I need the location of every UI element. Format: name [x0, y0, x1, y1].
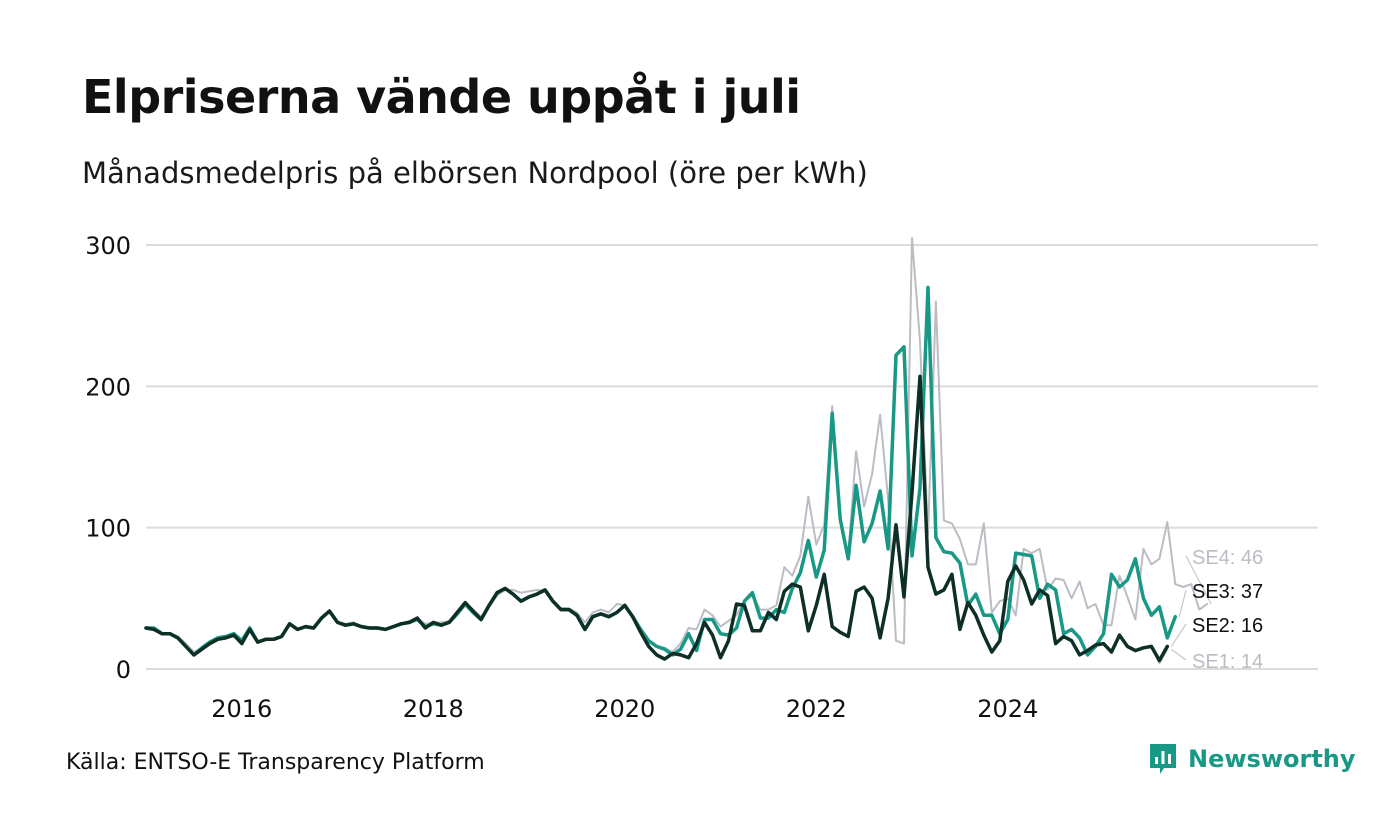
- leader-line: [1178, 589, 1187, 617]
- series-line-se4: [145, 236, 1209, 653]
- end-label-se4: SE4: 46: [1192, 547, 1263, 569]
- end-label-se1: SE1: 14: [1192, 651, 1263, 673]
- x-axis-ticks: 2016 2018 2020 2022 2024: [211, 695, 1038, 723]
- leader-line: [1170, 623, 1187, 647]
- x-tick-label: 2022: [786, 695, 847, 723]
- source-note: Källa: ENTSO-E Transparency Platform: [66, 750, 485, 775]
- chart-title: Elpriserna vände uppåt i juli: [82, 70, 801, 124]
- y-tick-label: 200: [85, 373, 131, 401]
- leader-line: [1170, 648, 1187, 661]
- end-label-se3: SE3: 37: [1192, 581, 1263, 603]
- end-label-se2: SE2: 16: [1192, 615, 1263, 637]
- gridlines: [146, 244, 1318, 670]
- y-tick-label: 100: [85, 515, 131, 543]
- series-line-se2: [144, 374, 1170, 663]
- y-tick-label: 0: [116, 656, 131, 684]
- y-tick-label: 300: [85, 232, 131, 260]
- series-line-se1: [145, 375, 1169, 665]
- y-axis-ticks: 0 100 200 300: [85, 232, 131, 684]
- series-line-se3: [144, 285, 1178, 657]
- end-labels: SE4: 46 SE3: 37 SE2: 16 SE1: 14: [1170, 547, 1263, 673]
- x-tick-label: 2020: [594, 695, 655, 723]
- x-tick-label: 2018: [403, 695, 464, 723]
- brand-logo[interactable]: Newsworthy: [1148, 742, 1356, 776]
- bar-chart-speech-icon: [1150, 744, 1176, 774]
- chart-subtitle: Månadsmedelpris på elbörsen Nordpool (ör…: [82, 156, 868, 190]
- leader-line: [1185, 555, 1212, 605]
- x-tick-label: 2016: [211, 695, 272, 723]
- x-tick-label: 2024: [977, 695, 1038, 723]
- series-lines: [144, 236, 1209, 665]
- brand-name: Newsworthy: [1188, 745, 1356, 773]
